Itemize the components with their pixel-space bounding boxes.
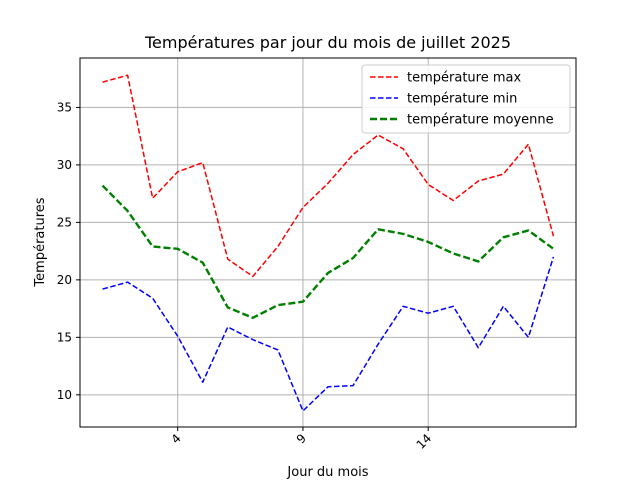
series-line-1 xyxy=(102,256,555,412)
legend: température max température min températur… xyxy=(361,64,571,134)
legend-label-0: température max xyxy=(407,71,521,86)
y-tick-label: 20 xyxy=(57,273,72,287)
x-axis-label: Jour du mois xyxy=(286,465,368,480)
series-line-0 xyxy=(102,74,555,278)
y-tick-label: 30 xyxy=(57,158,72,172)
series-line-2 xyxy=(101,184,555,319)
y-axis-label: Températures xyxy=(33,197,48,287)
legend-label-2: température moyenne xyxy=(407,113,554,128)
y-tick-label: 15 xyxy=(57,330,72,344)
series-lines xyxy=(101,74,555,412)
legend-label-1: température min xyxy=(407,92,517,107)
legend-box xyxy=(361,64,571,134)
y-tick-label: 35 xyxy=(57,100,72,114)
y-tick-label: 10 xyxy=(57,388,72,402)
plot-frame xyxy=(79,57,577,428)
chart-title: Températures par jour du mois de juillet… xyxy=(144,33,511,52)
y-tick-label: 25 xyxy=(57,215,72,229)
